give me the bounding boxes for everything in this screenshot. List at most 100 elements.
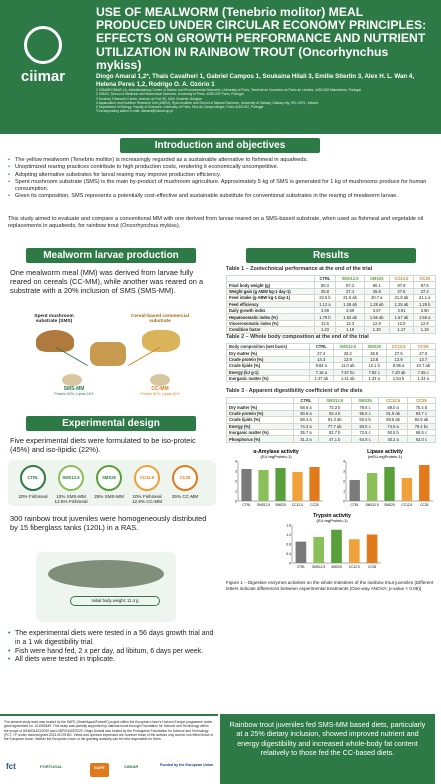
table-cell: 1.19 [335, 326, 365, 334]
x-tick-label: SMS12.5 [312, 565, 325, 569]
x-tick-label: CC25 [310, 503, 318, 507]
portugal-logo: PORTUGAL [40, 764, 63, 769]
table-row: Feed intake (g ABW kg-1 day-1) 23.5 b 21.5… [226, 294, 436, 302]
ciimar-footer-logo: CIIMAR [124, 764, 139, 769]
table-row: Daily growth index 3.68 3.89 3.67 3.91 3.90 [226, 306, 436, 315]
x-tick-label: CTRL [297, 565, 306, 569]
x-tick-label: SMS25 [384, 503, 395, 507]
table-row: Condition factor 1.23 1.19 1.20 1.17 1.18 [226, 326, 436, 334]
table-cell: 27.5 [410, 349, 436, 357]
table-cell: 1.41 ab [333, 374, 363, 383]
table-cell: 9.84 a [308, 362, 335, 370]
chart-bar [295, 541, 307, 563]
table-row: Feed efficiency 1.12 a 1.28 ab 1.28 ab 1.25 … [226, 300, 436, 308]
table-cell: 1.29 b [413, 300, 436, 308]
table-cell: 7.16 a [308, 368, 335, 376]
table-cell: 64.0 c [350, 435, 380, 443]
funding-box: The present study work was funded by the… [0, 714, 218, 784]
chart-bar [384, 467, 395, 501]
x-tick-label: CC12.5 [292, 503, 303, 507]
table-row: Inorganic matter (%) 35.7 a 53.7 b 72.5 c 50… [225, 428, 437, 437]
table-cell: 13.3 [335, 319, 365, 328]
table-cell: 10.7 ab [410, 362, 436, 370]
table-cell: Final body weight (g) [226, 281, 315, 289]
chart-title: α-Amylase activity [253, 449, 299, 455]
table-cell: 1.23 [313, 326, 337, 334]
chart-bar [348, 539, 360, 563]
ciimar-logo: ciimar [14, 26, 72, 88]
trout-icon [48, 560, 164, 588]
table-cell: 1.54 b [385, 374, 412, 383]
chart-ylabel: (EU.mgProtein-1) [260, 454, 292, 459]
intro-section-title: Introduction and objectives [120, 138, 320, 153]
y-tick-label: 2 [343, 479, 345, 483]
intro-bullet: Unoptimized rearing practices contribute… [8, 164, 436, 172]
table-cell: 1.33 a [361, 374, 387, 383]
column-header: CC12.5 [388, 274, 415, 283]
sms-mm-meal-icon [62, 374, 82, 386]
table-cell: 3.91 [388, 306, 415, 315]
table-cell: Dry matter (%) [225, 403, 295, 411]
cc-mm-label: CC-MM [151, 386, 169, 392]
cereal-substrate-icon [142, 330, 180, 352]
poster-header: ciimar USE OF MEALWORM (Tenebrio molitor… [0, 0, 441, 134]
column-header: CTRL [308, 342, 335, 351]
table-cell: Weight gain (g ABW kg-1 day-1) [226, 287, 315, 296]
column-header [225, 396, 295, 405]
affiliation: 1 CIIMAR/CIMAR LA, Interdisciplinary Cen… [96, 88, 361, 92]
chart-title: Lipase activity [367, 449, 403, 455]
diet-desc: 10% SMS-MM 12.5% Fishmeal [54, 494, 88, 504]
x-tick-label: CC25 [368, 565, 376, 569]
y-tick-label: 1.6 [286, 523, 291, 527]
table-cell: 87.5 [413, 281, 436, 289]
chart-bar [419, 465, 430, 501]
table-cell: 9.95 a [385, 362, 412, 370]
y-tick-label: 0 [235, 499, 237, 503]
table-cell: 27.6 [385, 349, 412, 357]
table-cell: 27.4 [413, 287, 436, 296]
affiliation: *Corresponding author e-mail: damaral@ci… [96, 109, 174, 114]
x-tick-label: CC12.5 [401, 503, 412, 507]
y-tick-label: 0.4 [286, 552, 291, 556]
table-cell: 69.0 a [378, 403, 408, 411]
poster-title: USE OF MEALWORM (Tenebrio molitor) MEAL … [96, 5, 427, 72]
table-cell: 13.8 [361, 355, 387, 364]
table-cell: 47.1 b [317, 435, 352, 443]
table-cell: Crude lipids (%) [225, 416, 295, 424]
column-header: SMS12.5 [317, 396, 352, 405]
column-header: CC12.5 [385, 342, 412, 351]
sms-label: Spent mushroom substrate (SMS) [34, 314, 74, 324]
table-row: Weight gain (g ABW kg-1 day-1) 26.8 27.4 26… [226, 287, 436, 296]
chart-bar [401, 478, 413, 501]
table-cell: 12.8 [388, 319, 415, 328]
table-cell: 12.8 [413, 319, 436, 328]
y-tick-label: 3 [343, 469, 345, 473]
diet-desc: 10% Fishmeal 12.5% CC-MM [131, 494, 163, 504]
chart-bar [275, 468, 286, 501]
table-cell: 87.2 [335, 281, 365, 289]
sms-mm-label: SMS-MM [63, 386, 85, 392]
conclusion-box: Rainbow trout juveniles fed SMS-MM based… [220, 714, 435, 784]
logo-circle-icon [24, 26, 62, 64]
diet-cc25-badge: CC25 [172, 465, 198, 491]
table-cell: 93.4 b [317, 409, 352, 418]
chart-title: Trypsin activity [313, 513, 351, 519]
y-tick-label: 0.8 [286, 542, 291, 546]
table-cell: 21.1 a [413, 294, 436, 302]
column-header: SMS25 [361, 342, 387, 351]
x-tick-label: CTRL [242, 503, 251, 507]
table-row: Energy (kJ g-1) 7.16 a 7.57 bc 7.82 c 7.20 a… [226, 368, 436, 376]
trypsin-chart: Trypsin activity(EU.mgProtein-1) 0 0.4 0.8 1… [286, 513, 381, 569]
affiliation: 5 Department of Biology, Faculty of Scie… [96, 105, 264, 110]
mealworm-larvae-icon [90, 342, 126, 366]
amylase-chart: α-Amylase activity(EU.mgProtein-1) 0 1 2 3 4 C… [235, 449, 323, 507]
table-cell: 74.5 a [378, 422, 408, 430]
y-tick-label: 1.2 [286, 533, 291, 537]
table-cell: 1.62 ab [335, 313, 365, 321]
table-cell: 77.7 ab [317, 422, 352, 430]
diet-desc: 20% Fishmeal [18, 494, 48, 499]
initial-weight-label: Initial body weight: 11.4 g [70, 596, 160, 606]
table2-title: Table 2 – Whole body composition at the … [226, 334, 369, 340]
x-tick-label: CC12.5 [349, 565, 360, 569]
affiliations: 1 CIIMAR/CIMAR LA, Interdisciplinary Cen… [96, 88, 436, 114]
